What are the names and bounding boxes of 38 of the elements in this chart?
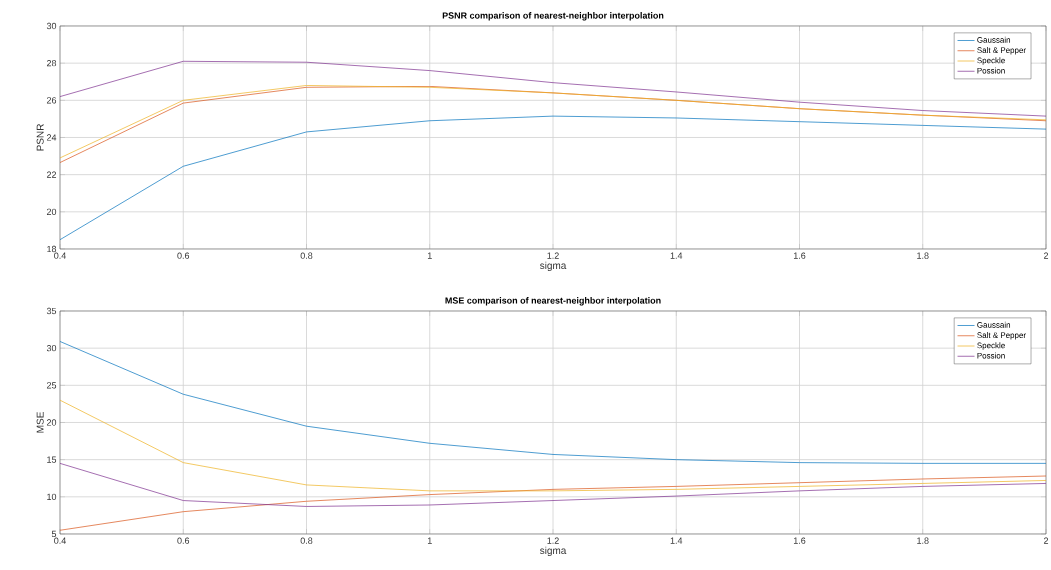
x-tick-label: 1.4 bbox=[670, 537, 683, 544]
y-tick-label: 28 bbox=[46, 59, 57, 67]
y-tick-label: 22 bbox=[46, 171, 57, 178]
x-tick-label: 1.4 bbox=[670, 252, 683, 259]
y-tick-label: 20 bbox=[46, 419, 57, 426]
y-tick-label: 15 bbox=[47, 456, 57, 463]
x-tick-label: 1 bbox=[427, 537, 432, 544]
x-tick-label: 0.8 bbox=[300, 537, 313, 544]
x-tick-label: 1.2 bbox=[547, 537, 559, 544]
chart-title: PSNR comparison of nearest-neighbor interpolation bbox=[442, 12, 664, 21]
x-tick-label: 1 bbox=[427, 252, 432, 259]
x-tick-label: 1.8 bbox=[917, 252, 929, 259]
y-tick-label: 26 bbox=[46, 97, 57, 104]
x-tick-label: 0.6 bbox=[177, 537, 190, 544]
x-tick-label: 0.4 bbox=[54, 252, 66, 259]
y-tick-label: 25 bbox=[46, 382, 57, 389]
x-tick-label: 1.6 bbox=[793, 252, 806, 259]
x-tick-label: 0.4 bbox=[54, 537, 66, 544]
x-axis-title: sigma bbox=[540, 261, 567, 271]
x-tick-label: 2 bbox=[1043, 537, 1049, 544]
y-tick-label: 5 bbox=[51, 530, 57, 538]
x-tick-label: 1.8 bbox=[917, 537, 929, 544]
x-tick-label: 1.6 bbox=[793, 537, 806, 544]
y-tick-label: 10 bbox=[47, 493, 57, 500]
y-tick-label: 30 bbox=[46, 344, 57, 352]
y-tick-label: 35 bbox=[46, 307, 57, 315]
x-tick-label: 2 bbox=[1043, 252, 1049, 259]
x-axis-title: sigma bbox=[540, 546, 567, 556]
y-tick-label: 30 bbox=[46, 22, 57, 30]
y-axis-title: PSNR bbox=[36, 124, 44, 151]
x-tick-label: 0.8 bbox=[300, 252, 313, 259]
y-tick-label: 24 bbox=[46, 134, 57, 141]
chart-title: MSE comparison of nearest-neighbor interpolation bbox=[445, 297, 661, 306]
y-axis-title: MSE bbox=[36, 412, 44, 433]
y-tick-label: 20 bbox=[46, 208, 57, 215]
x-tick-label: 1.2 bbox=[547, 252, 559, 259]
y-tick-label: 18 bbox=[47, 245, 57, 253]
x-tick-label: 0.6 bbox=[177, 252, 190, 259]
